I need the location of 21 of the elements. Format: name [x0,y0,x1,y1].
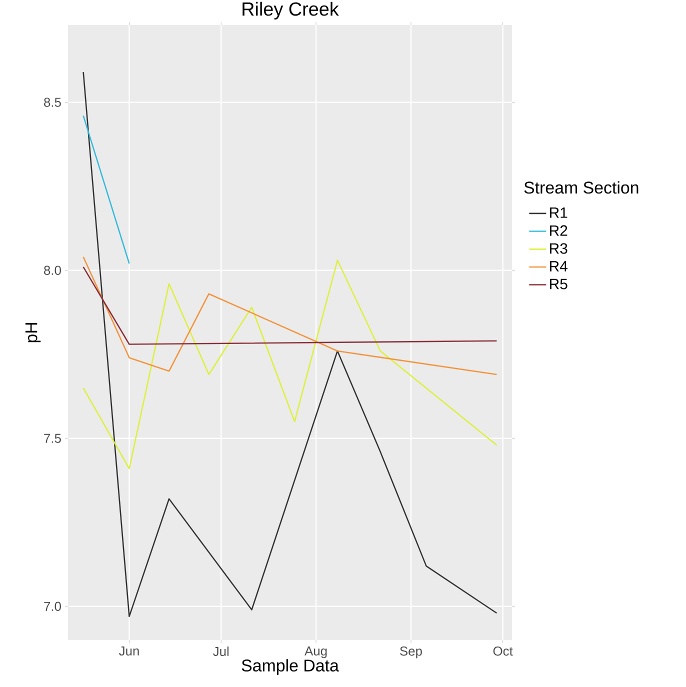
legend-label: R5 [550,278,568,290]
chart-title: Riley Creek [242,2,339,20]
x-tick-label: Jul [213,646,229,656]
y-tick-label: 8.0 [44,266,61,275]
legend-label: R3 [550,243,568,254]
legend-label: R1 [550,208,568,218]
x-tick-label: Jun [119,646,139,656]
legend-label: R4 [550,261,568,272]
x-axis-title: Sample Data [242,659,339,675]
legend-label: R2 [550,225,568,236]
x-tick-label: Aug [304,646,327,658]
x-tick-label: Oct [493,646,513,656]
y-axis-title: pH [25,323,41,342]
y-tick-label: 7.5 [44,434,61,443]
y-tick-label: 8.5 [44,98,61,107]
line-series [82,71,498,618]
x-tick-label: Sep [400,646,422,658]
line-series [82,260,498,470]
legend-title: Stream Section [524,181,638,194]
y-tick-label: 7.0 [44,602,61,611]
line-series [82,256,498,376]
